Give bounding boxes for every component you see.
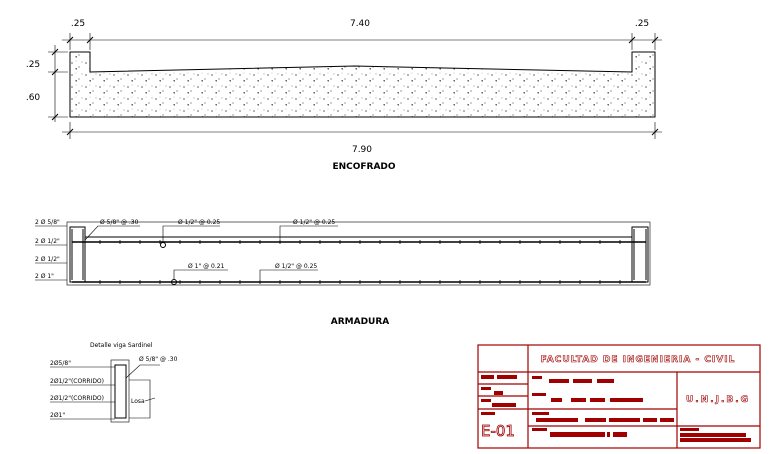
detail-label: 2Ø1" [50, 412, 65, 419]
title-block: FACULTAD DE INGENIERIA - CIVIL U.N.J.B.G… [477, 344, 761, 449]
left-dimension [48, 45, 68, 122]
slab-label: Losa [131, 398, 145, 405]
callout: Ø 1" @ 0.21 [188, 263, 225, 270]
sheet-number: E-01 [481, 422, 515, 440]
callout: Ø 5/8" @ .30 [100, 219, 139, 226]
callout: Ø 1/2" @ 0.25 [293, 219, 335, 226]
rebar-label: 2 Ø 1" [35, 273, 54, 280]
callout: Ø 1/2" @ 0.25 [178, 219, 220, 226]
stirrup-marks [99, 240, 621, 284]
callout: Ø 1/2" @ 0.25 [275, 263, 317, 270]
rebar-label: 2 Ø 5/8" [35, 219, 60, 226]
dim-top-right: .25 [635, 19, 649, 29]
armadura-title: ARMADURA [331, 317, 390, 327]
detalle-section: Detalle viga Sardinel 2Ø5/8" 2Ø1/2"(CORR… [50, 342, 178, 423]
stirrup [114, 364, 127, 419]
detail-title: Detalle viga Sardinel [90, 342, 153, 349]
detail-label: 2Ø1/2"(CORRIDO) [50, 378, 104, 385]
encofrado-section: .25 7.40 .25 .25 .60 7.90 ENCOFRADO [26, 19, 662, 172]
faculty-name: FACULTAD DE INGENIERIA - CIVIL [541, 355, 736, 365]
top-dimension [62, 33, 662, 50]
dim-left-top: .25 [26, 60, 40, 70]
bar-marker [160, 242, 166, 248]
detail-label: 2Ø5/8" [50, 360, 71, 367]
university-name: U.N.J.B.G [686, 395, 750, 405]
redacted-text-blocks [481, 375, 751, 442]
concrete-hatch [70, 52, 655, 117]
dim-top-left: .25 [71, 19, 85, 29]
dim-top-middle: 7.40 [350, 19, 370, 29]
armadura-section: 2 Ø 5/8" 2 Ø 1/2" 2 Ø 1/2" 2 Ø 1" Ø 5/8"… [35, 219, 651, 327]
rebar-label: 2 Ø 1/2" [35, 256, 60, 263]
stirrup-label: Ø 5/8" @ .30 [139, 356, 178, 363]
leader-lines [35, 225, 338, 281]
dim-bottom: 7.90 [352, 145, 372, 155]
beam-outline [66, 221, 651, 286]
detail-label: 2Ø1/2"(CORRIDO) [50, 395, 104, 402]
dim-left-bottom: .60 [26, 93, 41, 103]
rebar-label: 2 Ø 1/2" [35, 238, 60, 245]
encofrado-title: ENCOFRADO [332, 162, 395, 172]
bottom-dimension [62, 122, 662, 139]
